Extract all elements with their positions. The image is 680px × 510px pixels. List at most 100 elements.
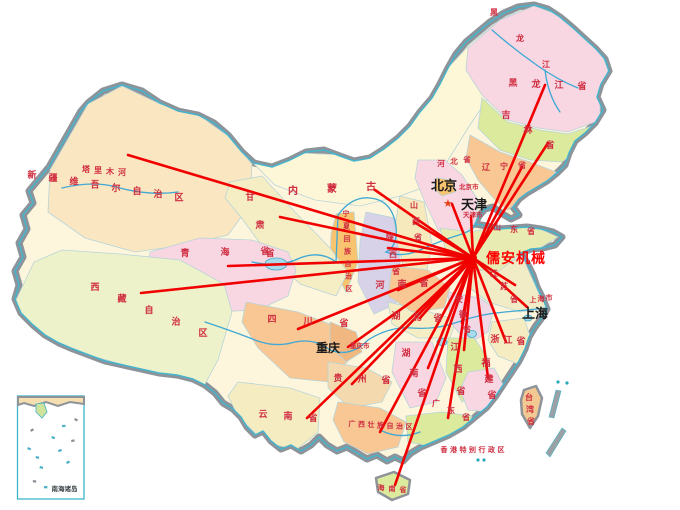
small-island-dot — [482, 458, 486, 462]
network-line-11 — [396, 256, 475, 292]
inset-hainan — [35, 402, 48, 419]
province-label-char: 西 — [90, 282, 99, 292]
province-label-char: 省 — [544, 139, 554, 150]
province-label-char: 江 — [490, 268, 498, 278]
province-label-char: 林 — [523, 124, 533, 135]
inset-islet — [70, 439, 75, 443]
province-label-char: 区 — [198, 328, 207, 338]
province-label-char: 省 — [416, 387, 426, 398]
province-label-char: 疆 — [48, 172, 57, 183]
province-label-char: 云 — [258, 409, 267, 419]
network-line-21 — [471, 256, 517, 287]
province-label-char: 广 — [432, 398, 440, 408]
province-label-char: 北 — [412, 311, 421, 322]
company-label: 儒安机械 — [486, 250, 546, 266]
province-label-char: 西 — [412, 217, 420, 226]
province-label-char: 省 — [307, 412, 317, 423]
province-shape — [433, 177, 456, 197]
network-line-23 — [450, 202, 475, 260]
province-label-char: 里 — [94, 166, 102, 175]
network-lines — [126, 83, 550, 487]
province-label-char: 区 — [498, 446, 505, 454]
province-label-char: 徽 — [458, 309, 468, 319]
province-label-char: 族 — [344, 247, 352, 256]
network-line-20 — [471, 256, 529, 309]
inset-label: 南海诸岛 — [52, 484, 79, 493]
inset-islet — [35, 456, 40, 459]
province-label-char: 南 — [389, 484, 396, 493]
province-label-char: 海 — [220, 246, 229, 257]
network-line-18 — [471, 256, 490, 380]
small-island-dot — [556, 380, 560, 384]
network-line-26 — [471, 141, 550, 260]
province-label-char: 省 — [413, 232, 422, 242]
inset-islet — [32, 480, 37, 483]
city-label-1: 天津 — [461, 197, 487, 212]
inset-islet — [74, 417, 79, 422]
province-label-char: 浙 — [490, 333, 499, 344]
province-label-char: 别 — [468, 445, 476, 454]
hainan-island — [374, 470, 412, 502]
network-line-15 — [393, 256, 475, 487]
province-label-char: 青 — [180, 247, 189, 258]
province-label-char: 北 — [450, 156, 458, 166]
network-line-4 — [386, 246, 475, 260]
province-label-char: 区 — [346, 285, 353, 293]
network-line-5 — [226, 256, 475, 268]
province-label-char: 省 — [418, 277, 428, 288]
taiwan-island — [519, 384, 544, 430]
inset-islet — [62, 424, 66, 428]
province-label-char: 自 — [132, 185, 141, 196]
province-label-char: 宁 — [343, 209, 350, 218]
province-label-char: 省 — [462, 154, 471, 164]
province-label-char: 广 — [349, 419, 356, 428]
province-label-char: 香 — [440, 445, 449, 454]
province-label-char: 河 — [437, 158, 445, 168]
province-label-char: 省 — [486, 389, 496, 400]
province-label-char: 市 — [546, 293, 553, 302]
province-label-char: 西 — [358, 421, 365, 429]
network-line-3 — [412, 220, 475, 260]
capital-star-icon: ★ — [443, 198, 453, 210]
network-line-6 — [139, 256, 475, 295]
province-label-char: 政 — [488, 445, 496, 454]
province-label-char: 省 — [264, 247, 274, 258]
province-label-char: 港 — [450, 445, 458, 454]
province-label-char: 壮 — [368, 420, 375, 429]
province-label-char: 甘 — [245, 191, 254, 202]
province-label-char: 建 — [484, 373, 494, 384]
province-label-char: 维 — [69, 175, 78, 186]
lake — [523, 314, 533, 322]
province-label-char: 湾 — [526, 404, 534, 414]
river — [251, 197, 479, 265]
network-line-19 — [471, 256, 508, 344]
province-label-char: 省 — [259, 245, 269, 256]
province-label-char: 省 — [509, 294, 518, 304]
province-shape — [414, 159, 479, 241]
province-label-char: 宁 — [500, 161, 508, 171]
province-label-char: 省 — [455, 385, 465, 396]
network-line-27 — [471, 83, 547, 260]
network-line-25 — [471, 165, 524, 260]
city-label-0: 北京 — [431, 178, 457, 193]
province-label-char: 吾 — [90, 180, 99, 190]
province-label-char: 区 — [174, 192, 183, 202]
province-label-char: 安 — [455, 294, 463, 304]
province-label-char: 治 — [396, 422, 403, 431]
small-island-dot — [476, 458, 480, 462]
ryukyu-islands — [545, 427, 567, 458]
province-label-char: 肃 — [255, 219, 264, 230]
province-label-char: 省 — [526, 416, 535, 426]
inset-islet — [58, 448, 62, 453]
province-label-char: 黑 — [508, 78, 517, 88]
ryukyu-islands — [548, 389, 562, 419]
province-label-char: 苏 — [500, 281, 508, 291]
province-label-char: 河 — [118, 167, 126, 177]
province-label-char: 族 — [377, 421, 385, 430]
province-label-char: 贵 — [333, 372, 342, 383]
province-label-char: 省 — [391, 266, 400, 276]
city-small-label-2: 重庆市 — [350, 341, 370, 350]
network-line-2 — [278, 215, 475, 260]
south-sea-inset: 南海诸岛 — [16, 395, 85, 500]
